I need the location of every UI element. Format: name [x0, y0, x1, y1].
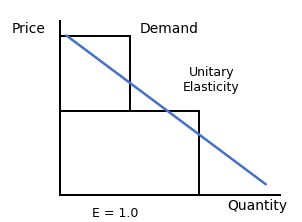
Text: E = 1.0: E = 1.0: [92, 207, 138, 220]
Text: Unitary
Elasticity: Unitary Elasticity: [183, 66, 240, 94]
Bar: [60, 111, 199, 195]
Bar: [60, 36, 130, 111]
Text: Price: Price: [12, 22, 46, 36]
Text: Demand: Demand: [140, 22, 199, 36]
Text: Quantity: Quantity: [227, 199, 287, 213]
